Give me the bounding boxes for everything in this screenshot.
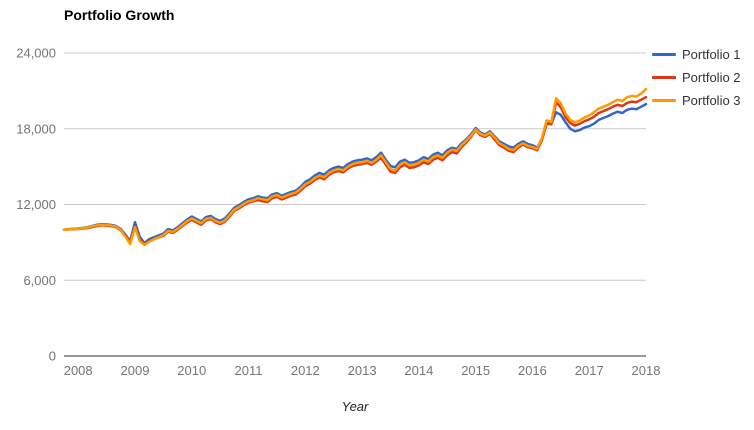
x-tick-label: 2009 bbox=[121, 363, 150, 378]
legend-label: Portfolio 3 bbox=[682, 92, 741, 108]
legend-swatch bbox=[652, 75, 676, 79]
x-tick-label: 2011 bbox=[235, 363, 263, 378]
x-tick-label: 2012 bbox=[291, 363, 320, 378]
legend-item-portfolio-2: Portfolio 2 bbox=[652, 69, 741, 85]
legend: Portfolio 1 Portfolio 2 Portfolio 3 bbox=[652, 46, 741, 108]
legend-label: Portfolio 2 bbox=[682, 69, 741, 85]
legend-item-portfolio-1: Portfolio 1 bbox=[652, 46, 741, 62]
y-tick-label: 24,000 bbox=[16, 46, 56, 61]
y-tick-label: 0 bbox=[49, 349, 56, 364]
y-tick-label: 18,000 bbox=[16, 121, 56, 136]
series-line-portfolio-1 bbox=[62, 102, 648, 245]
x-tick-label: 2015 bbox=[461, 363, 490, 378]
legend-label: Portfolio 1 bbox=[682, 46, 741, 62]
x-tick-label: 2008 bbox=[64, 363, 93, 378]
y-tick-label: 12,000 bbox=[16, 197, 56, 212]
x-tick-label: 2014 bbox=[404, 363, 433, 378]
legend-swatch bbox=[652, 52, 676, 56]
legend-item-portfolio-3: Portfolio 3 bbox=[652, 92, 741, 108]
x-tick-label: 2013 bbox=[348, 363, 377, 378]
x-tick-label: 2018 bbox=[632, 363, 661, 378]
x-tick-label: 2017 bbox=[575, 363, 604, 378]
series-line-portfolio-2 bbox=[62, 95, 648, 246]
x-tick-label: 2016 bbox=[518, 363, 547, 378]
x-axis-title: Year bbox=[341, 399, 369, 414]
x-tick-label: 2010 bbox=[177, 363, 206, 378]
y-tick-label: 6,000 bbox=[23, 273, 56, 288]
chart-title: Portfolio Growth bbox=[64, 7, 175, 23]
series-line-portfolio-3 bbox=[62, 87, 648, 247]
legend-swatch bbox=[652, 98, 676, 102]
